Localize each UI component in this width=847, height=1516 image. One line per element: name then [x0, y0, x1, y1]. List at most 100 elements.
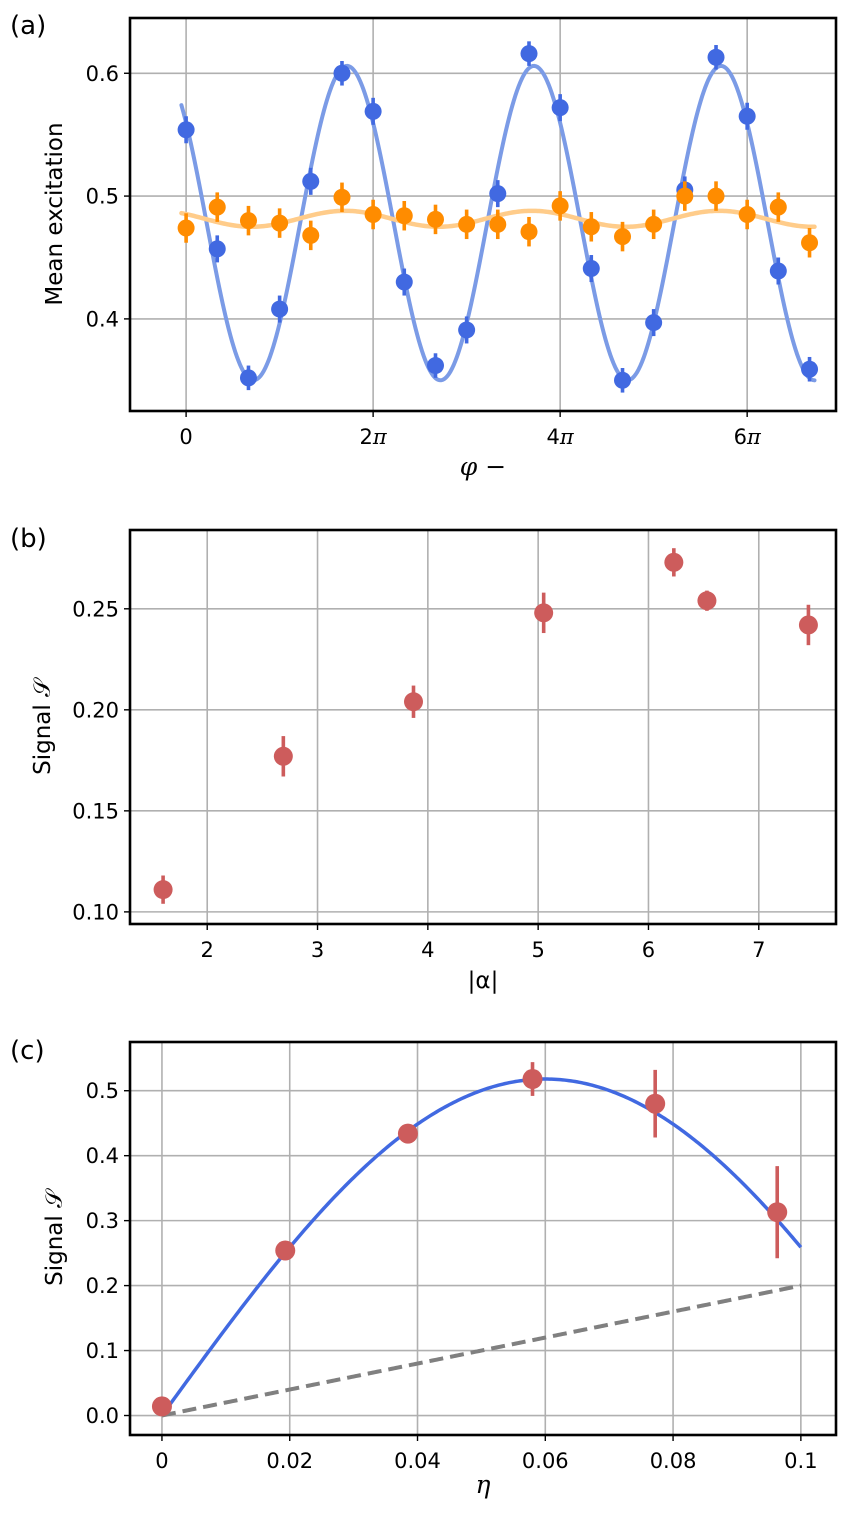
x-tick-label: 4π — [547, 425, 575, 449]
data-point — [489, 185, 507, 203]
y-tick-label: 0.3 — [86, 1209, 119, 1233]
data-point — [364, 206, 382, 223]
y-tick-label: 0.20 — [72, 698, 119, 722]
data-point — [273, 746, 293, 766]
x-axis-label: η — [476, 1470, 491, 1499]
y-tick-label: 0.10 — [72, 900, 119, 924]
plot-frame — [128, 16, 838, 413]
data-point — [707, 187, 725, 205]
data-point — [645, 1093, 666, 1114]
data-point — [333, 64, 351, 82]
data-point — [395, 273, 413, 291]
panel-b: 2 3 4 5 6 7 0.10 0.15 0.20 0.25 |α| Signal 𝒮 (b) — [10, 524, 838, 994]
data-point — [798, 615, 818, 635]
y-tick-label: 0.5 — [86, 1079, 119, 1103]
data-point — [426, 210, 444, 228]
data-point — [551, 99, 569, 117]
data-point — [177, 121, 195, 139]
y-tick-label: 0.15 — [72, 799, 119, 823]
data-point — [177, 219, 195, 237]
panel-c: 0 0.02 0.04 0.06 0.08 0.1 0.0 0.1 0.2 0.3 0.4 0.5 η S… — [10, 1036, 838, 1499]
data-point — [395, 207, 413, 225]
plot-area — [153, 548, 818, 904]
data-point — [458, 321, 476, 339]
y-tick-label: 0.4 — [86, 307, 119, 331]
x-axis-label: |α| — [468, 968, 499, 994]
data-point — [271, 300, 289, 318]
data-point — [271, 214, 289, 232]
x-tick-label-number: 6 — [734, 425, 747, 449]
data-point — [738, 206, 756, 223]
x-tick-label: 0.04 — [394, 1449, 441, 1473]
x-tick-label-number: 2 — [360, 425, 373, 449]
data-point — [151, 1396, 172, 1417]
data-point — [520, 223, 538, 241]
data-point — [582, 218, 600, 236]
data-point — [551, 197, 569, 215]
data-point — [458, 215, 476, 233]
data-point — [645, 215, 663, 233]
data-point — [520, 45, 538, 63]
x-axis-label: φ − — [460, 452, 506, 481]
y-tick-label: 0.5 — [86, 185, 119, 209]
data-point — [302, 226, 320, 244]
data-point — [364, 102, 382, 120]
y-axis-label: Signal 𝒮 — [42, 1188, 68, 1286]
data-point — [767, 1202, 788, 1223]
data-point — [426, 357, 444, 375]
y-tick-label: 0.0 — [86, 1404, 119, 1428]
x-tick-label: 0 — [155, 1449, 168, 1473]
panel-label: (a) — [10, 11, 46, 41]
data-point — [208, 240, 226, 258]
data-point — [738, 107, 756, 125]
dashed-reference-line — [161, 1283, 802, 1418]
x-tick-label: 6 — [642, 938, 655, 962]
data-point — [397, 1123, 418, 1144]
data-point — [275, 1240, 296, 1261]
x-tick-label-pi: π — [746, 425, 762, 449]
data-point — [522, 1069, 543, 1090]
panel-label: (b) — [10, 524, 47, 554]
x-tick-label: 2π — [360, 425, 388, 449]
x-tick-label: 0.06 — [522, 1449, 569, 1473]
y-tick-label: 0.6 — [86, 62, 119, 86]
y-tick-label: 0.25 — [72, 597, 119, 621]
data-point — [664, 552, 684, 572]
model-curve — [160, 1077, 803, 1417]
x-tick-label: 0.02 — [266, 1449, 313, 1473]
data-point — [801, 360, 819, 378]
data-point — [697, 591, 717, 611]
x-tick-label: 2 — [201, 938, 214, 962]
x-tick-label-pi: π — [559, 425, 575, 449]
data-point — [769, 262, 787, 280]
x-tick-label: 7 — [752, 938, 765, 962]
panel-a: 0 2π 4π 6π0.40.50.6φ −Mean excitation(a) — [10, 11, 838, 481]
data-point — [645, 314, 663, 332]
x-tick-label-pi: π — [372, 425, 388, 449]
data-point — [489, 215, 507, 233]
plot-area — [177, 41, 819, 393]
data-point — [153, 880, 173, 900]
y-axis-label: Mean excitation — [42, 122, 68, 305]
x-tick-label: 5 — [531, 938, 544, 962]
x-tick-label-number: 4 — [547, 425, 560, 449]
data-point — [707, 48, 725, 66]
data-point — [239, 212, 257, 230]
data-point — [676, 187, 694, 205]
x-tick-label: 4 — [421, 938, 434, 962]
data-point — [769, 198, 787, 216]
data-point — [614, 371, 632, 389]
data-point — [239, 369, 257, 387]
fit-curve-0 — [179, 63, 817, 383]
x-tick-label: 0 — [179, 425, 192, 449]
data-point — [582, 260, 600, 278]
data-point — [333, 188, 351, 206]
plot-frame — [128, 528, 838, 926]
panel-label: (c) — [10, 1036, 45, 1066]
x-tick-label: 3 — [311, 938, 324, 962]
data-point — [801, 234, 819, 252]
x-tick-label: 0.08 — [650, 1449, 697, 1473]
data-point — [208, 198, 226, 216]
plot-area — [151, 1062, 803, 1418]
y-axis-label: Signal 𝒮 — [30, 677, 56, 775]
